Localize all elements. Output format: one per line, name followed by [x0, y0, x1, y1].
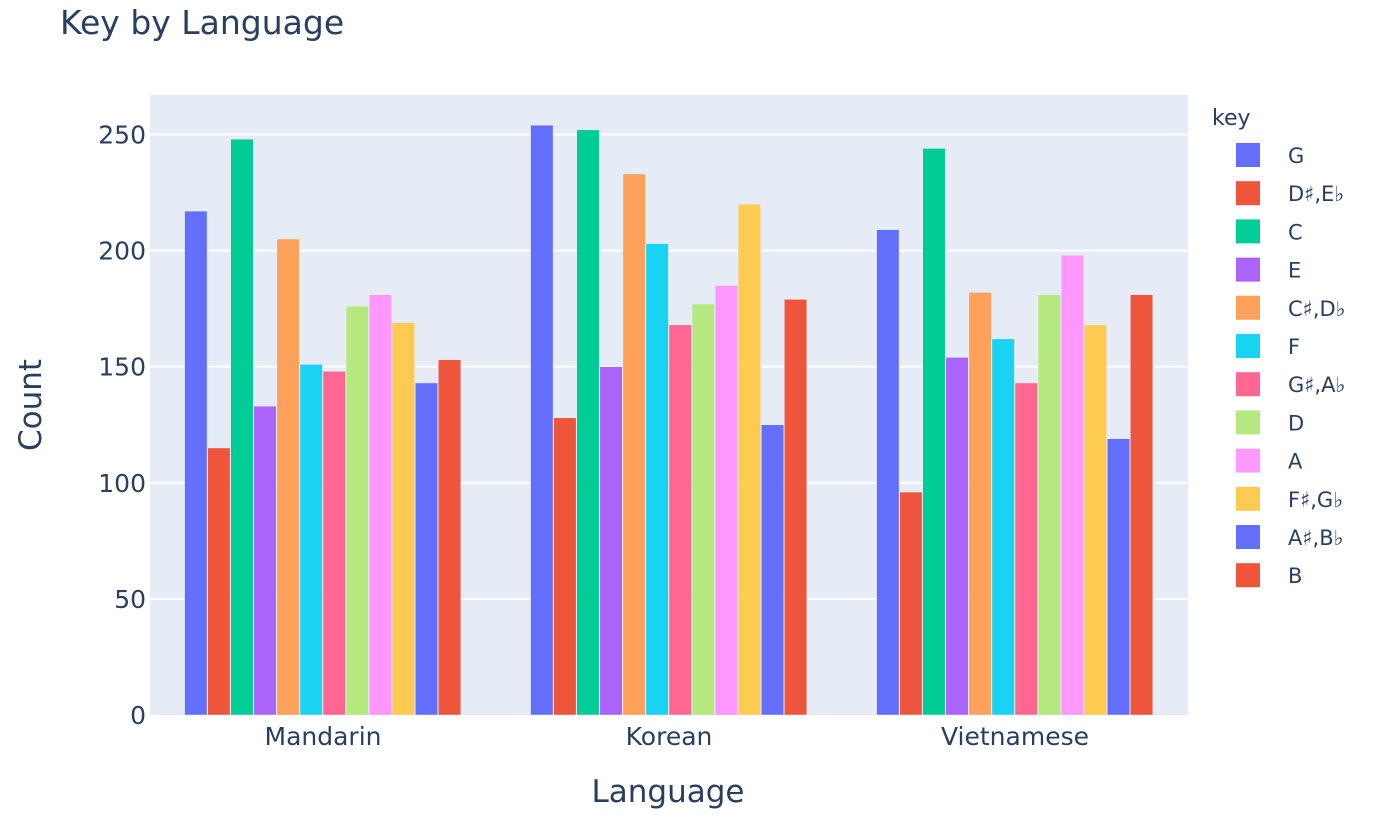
legend-item[interactable]: C♯,D♭ [1236, 295, 1346, 321]
legend-swatch [1236, 257, 1260, 282]
legend-item[interactable]: G [1236, 143, 1304, 168]
legend-swatch [1236, 525, 1260, 549]
bar [922, 148, 946, 716]
y-axis-ticks: 0 50 100 150 200 250 [98, 120, 146, 730]
x-axis-title: Language [592, 774, 745, 810]
chart-title: Key by Language [60, 3, 344, 42]
legend-item[interactable]: F♯,G♭ [1236, 486, 1343, 512]
legend-label: A♯,B♭ [1288, 526, 1344, 550]
legend-item[interactable]: C [1236, 219, 1303, 244]
bar [599, 366, 623, 716]
bar [876, 229, 900, 716]
bar [1107, 438, 1130, 716]
legend-item[interactable]: E [1236, 257, 1301, 283]
legend: key G D♯,E♭ CE C♯,D♭ F G♯,A♭ DA F♯,G♭ A♯,B♭ B [1212, 106, 1346, 588]
bar [230, 138, 254, 716]
legend-swatch [1236, 295, 1260, 320]
legend-swatch [1236, 448, 1260, 473]
legend-swatch [1236, 219, 1260, 244]
bar [737, 203, 761, 716]
y-tick-label: 100 [98, 469, 146, 498]
legend-item[interactable]: A [1236, 448, 1303, 474]
bar [1060, 254, 1084, 716]
legend-label: G [1288, 144, 1304, 168]
legend-swatch [1236, 563, 1260, 588]
bar [345, 306, 369, 716]
bars [184, 124, 1154, 716]
legend-item[interactable]: A♯,B♭ [1236, 525, 1344, 550]
legend-swatch [1236, 334, 1260, 358]
bar [1083, 324, 1107, 716]
legend-item[interactable]: B [1236, 563, 1302, 588]
y-axis-title: Count [13, 359, 49, 451]
bar [207, 447, 231, 716]
bar [968, 292, 992, 716]
legend-item[interactable]: G♯,A♭ [1236, 372, 1345, 397]
bar [276, 238, 300, 716]
y-tick-label: 50 [114, 585, 146, 614]
bar [368, 294, 392, 716]
bar [645, 243, 669, 716]
legend-label: G♯,A♭ [1288, 373, 1345, 397]
legend-swatch [1236, 181, 1260, 206]
bar [1037, 294, 1061, 716]
legend-swatch [1236, 143, 1260, 167]
bar [553, 417, 577, 716]
bar [576, 129, 600, 716]
legend-swatch [1236, 410, 1260, 435]
bar [945, 357, 969, 716]
bar [391, 322, 415, 716]
legend-title: key [1212, 106, 1251, 131]
legend-label: D♯,E♭ [1288, 182, 1344, 206]
bar [253, 405, 277, 716]
bar [691, 303, 715, 716]
legend-label: F [1288, 335, 1300, 359]
bar [1130, 294, 1154, 716]
y-tick-label: 150 [98, 353, 146, 382]
legend-items: G D♯,E♭ CE C♯,D♭ F G♯,A♭ DA F♯,G♭ A♯,B♭ B [1236, 143, 1346, 588]
bar [714, 285, 738, 716]
bar [622, 173, 646, 716]
x-tick-label: Mandarin [265, 722, 382, 751]
legend-swatch [1236, 372, 1260, 397]
y-tick-label: 250 [98, 120, 146, 149]
bar [530, 124, 554, 716]
bar [322, 371, 346, 716]
legend-label: D [1288, 411, 1304, 435]
bar [438, 359, 462, 716]
bar [415, 382, 438, 716]
legend-item[interactable]: D♯,E♭ [1236, 181, 1344, 206]
legend-label: B [1288, 564, 1302, 588]
bar [991, 338, 1015, 716]
x-axis-ticks: Mandarin Korean Vietnamese [265, 722, 1090, 751]
bar [668, 324, 692, 716]
x-tick-label: Vietnamese [941, 722, 1089, 751]
bar [184, 210, 208, 716]
legend-label: C♯,D♭ [1288, 297, 1346, 321]
bar [1014, 382, 1038, 716]
legend-item[interactable]: D [1236, 410, 1304, 435]
legend-label: A [1288, 450, 1303, 474]
bar [299, 364, 323, 716]
y-tick-label: 200 [98, 237, 146, 266]
bar [899, 491, 923, 716]
bar [784, 299, 808, 716]
legend-label: E [1288, 259, 1301, 283]
legend-label: C [1288, 220, 1303, 244]
bar [761, 424, 784, 716]
legend-item[interactable]: F [1236, 334, 1300, 359]
legend-swatch [1236, 486, 1260, 511]
y-tick-label: 0 [130, 701, 146, 730]
x-tick-label: Korean [626, 722, 713, 751]
legend-label: F♯,G♭ [1288, 488, 1343, 512]
